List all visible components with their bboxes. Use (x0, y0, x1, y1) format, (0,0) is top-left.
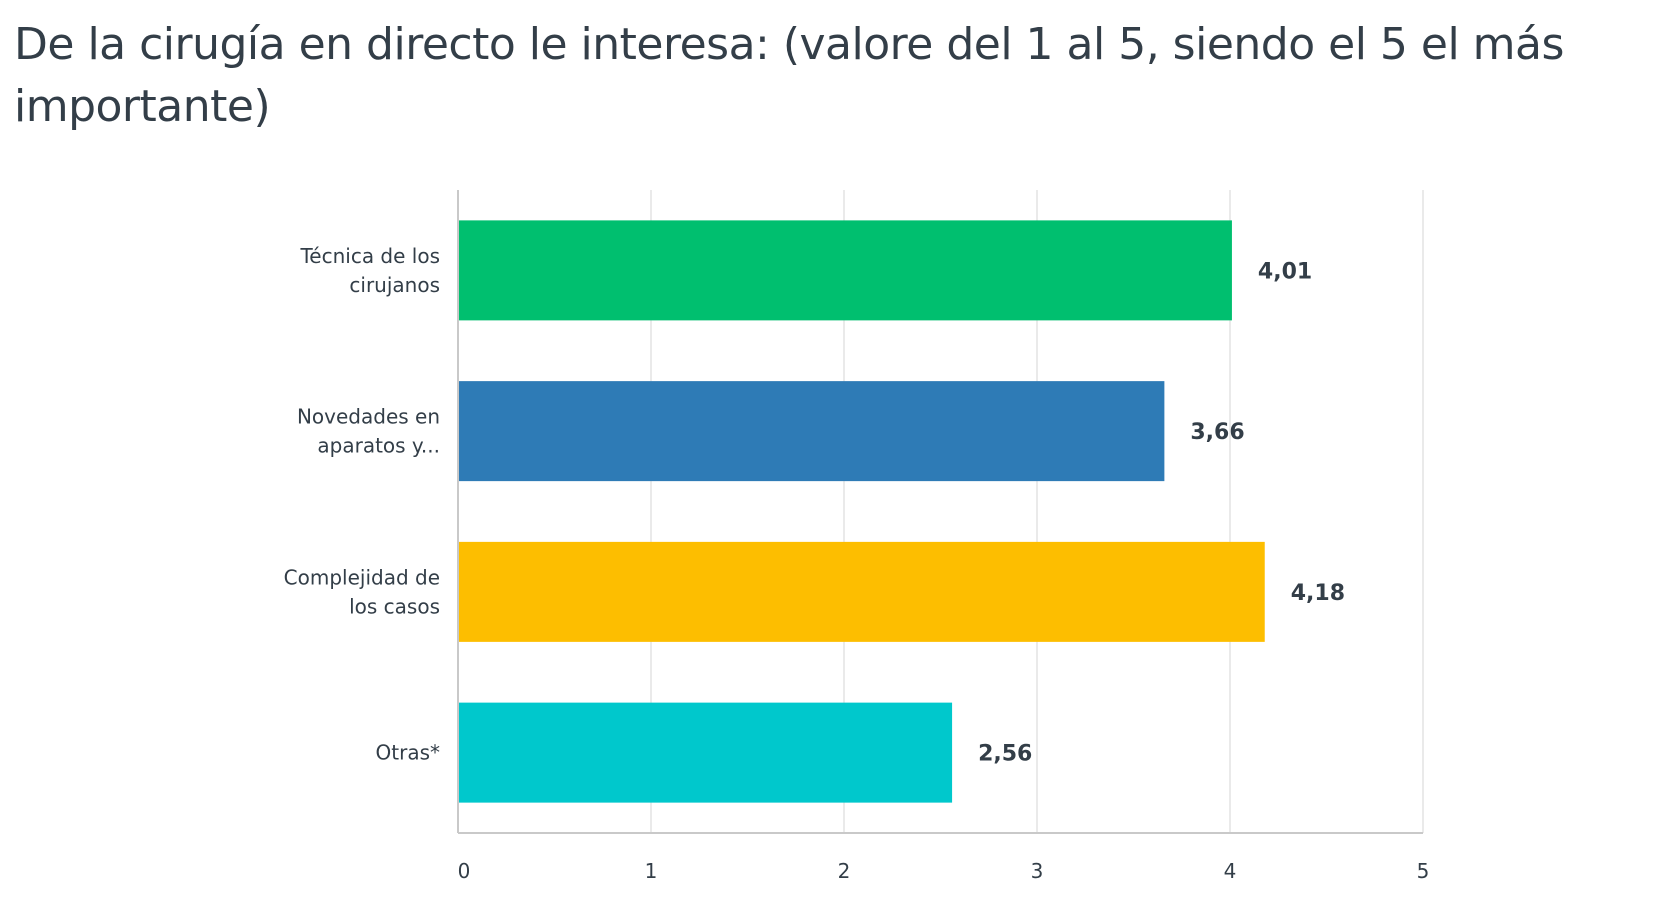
x-tick-label-2: 2 (838, 859, 851, 883)
category-label-3-line-1: Complejidad de (284, 565, 440, 589)
x-tick-label-1: 1 (645, 859, 658, 883)
category-label-1-line-1: Técnica de los (299, 244, 440, 268)
data-label-1: 4,01 (1258, 259, 1312, 284)
axis-layer: 0 1 2 3 4 5 (457, 190, 1430, 883)
label-layer: Técnica de los cirujanos 4,01 Novedades en a… (284, 244, 1345, 767)
category-label-2-line-2: aparatos y... (317, 434, 440, 458)
data-label-3: 4,18 (1291, 581, 1345, 606)
x-tick-label-0: 0 (458, 859, 471, 883)
bar-4 (459, 702, 953, 803)
data-label-2: 3,66 (1190, 420, 1244, 445)
bar-layer (459, 220, 1265, 803)
data-label-4: 2,56 (978, 742, 1032, 767)
x-tick-label-3: 3 (1031, 859, 1044, 883)
x-tick-label-5: 5 (1417, 859, 1430, 883)
x-tick-label-4: 4 (1224, 859, 1237, 883)
category-label-1-line-2: cirujanos (349, 273, 440, 297)
category-label-3-line-2: los casos (349, 594, 440, 618)
bar-1 (459, 220, 1232, 321)
bar-3 (459, 541, 1265, 642)
bar-2 (459, 381, 1165, 482)
category-label-4-line-1: Otras* (376, 741, 440, 765)
category-label-2-line-1: Novedades en (297, 405, 440, 429)
chart-title: De la cirugía en directo le interesa: (v… (14, 19, 1564, 132)
